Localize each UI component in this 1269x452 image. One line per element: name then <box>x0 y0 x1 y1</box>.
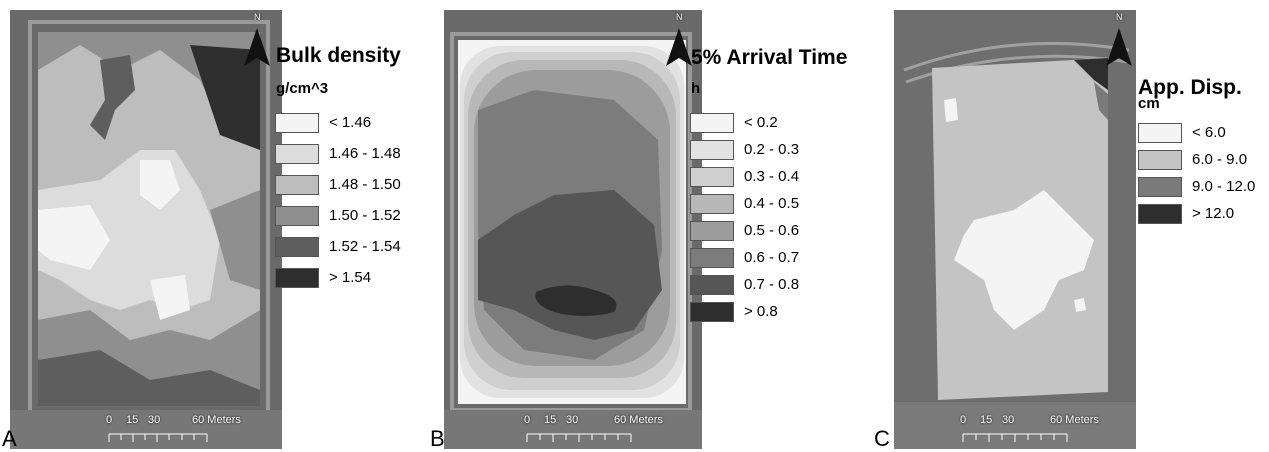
legend-swatch <box>275 144 319 164</box>
legend-swatch <box>275 237 319 257</box>
legend-label: > 0.8 <box>744 303 778 320</box>
legend-label: 1.46 - 1.48 <box>329 145 401 162</box>
panel-letter: A <box>2 426 17 451</box>
north-label: N <box>254 12 261 22</box>
legend-title: App. Disp. <box>1138 76 1242 99</box>
legend-label: < 1.46 <box>329 114 372 131</box>
scale-label-0: 0 <box>960 414 967 426</box>
dispersivity-zones <box>932 58 1108 400</box>
scale-label-15: 15 <box>980 414 993 426</box>
legend-label: 9.0 - 12.0 <box>1192 178 1256 195</box>
panel-a: N 0 15 30 60 Meters A Bulk density g/cm^… <box>0 0 423 451</box>
map-bulk-density: N 0 15 30 60 Meters <box>10 10 282 449</box>
scale-bar: 0 15 30 60 Meters <box>960 414 1110 446</box>
legend-swatch <box>690 221 734 241</box>
panel-b: N 0 15 30 60 Meters B 5% Arrival Time h … <box>430 0 866 451</box>
panel-letter: C <box>874 426 890 451</box>
scale-label-60-meters: 60 Meters <box>192 414 241 426</box>
legend-swatch <box>1138 177 1182 197</box>
scale-label-0: 0 <box>524 414 531 426</box>
legend-label: 0.4 - 0.5 <box>744 195 800 212</box>
legend-title: Bulk density <box>276 44 401 67</box>
arrival-time-zones <box>458 40 686 404</box>
legend-label: 6.0 - 9.0 <box>1192 151 1248 168</box>
legend-swatch <box>1138 204 1182 224</box>
legend-swatch <box>690 194 734 214</box>
legend-label: 0.6 - 0.7 <box>744 249 800 266</box>
legend-unit: g/cm^3 <box>276 80 329 97</box>
map-apparent-dispersivity: N 0 15 30 60 Meters <box>894 10 1136 449</box>
legend-unit: h <box>691 80 701 97</box>
scale-label-60-meters: 60 Meters <box>1050 414 1099 426</box>
legend-label: < 6.0 <box>1192 124 1226 141</box>
north-arrow-icon <box>664 16 694 72</box>
legend-swatch <box>275 268 319 288</box>
bulk-density-zones <box>38 32 260 406</box>
legend-label: < 0.2 <box>744 114 778 131</box>
legend-label: 0.2 - 0.3 <box>744 141 800 158</box>
legend-swatch <box>1138 150 1182 170</box>
map-arrival-time: N 0 15 30 60 Meters <box>444 10 702 449</box>
legend-label: 1.50 - 1.52 <box>329 207 401 224</box>
scale-label-60-meters: 60 Meters <box>614 414 663 426</box>
legend-label: 0.7 - 0.8 <box>744 276 800 293</box>
legend-swatch <box>275 175 319 195</box>
legend-label: 1.52 - 1.54 <box>329 238 401 255</box>
legend-swatch <box>690 167 734 187</box>
legend-swatch <box>690 302 734 322</box>
north-label: N <box>676 12 683 22</box>
legend-label: 1.48 - 1.50 <box>329 176 401 193</box>
scale-label-30: 30 <box>1002 414 1015 426</box>
north-label: N <box>1116 12 1123 22</box>
legend-label: 0.3 - 0.4 <box>744 168 800 185</box>
scale-bar: 0 15 30 60 Meters <box>106 414 256 446</box>
legend-title: 5% Arrival Time <box>691 46 848 69</box>
legend-label: 0.5 - 0.6 <box>744 222 800 239</box>
scale-label-30: 30 <box>148 414 161 426</box>
north-arrow-icon <box>242 16 272 72</box>
scale-label-15: 15 <box>544 414 557 426</box>
legend-swatch <box>690 140 734 160</box>
legend-swatch <box>690 113 734 133</box>
legend-label: > 1.54 <box>329 269 372 286</box>
panel-c: N 0 15 30 60 Meters C App. Disp. cm < 6.… <box>870 0 1269 451</box>
scale-label-30: 30 <box>566 414 579 426</box>
legend-swatch <box>690 248 734 268</box>
legend-swatch <box>690 275 734 295</box>
scale-label-0: 0 <box>106 414 113 426</box>
scale-label-15: 15 <box>126 414 139 426</box>
legend-swatch <box>275 206 319 226</box>
panel-letter: B <box>430 426 445 451</box>
legend-swatch <box>1138 123 1182 143</box>
legend-label: > 12.0 <box>1192 205 1235 222</box>
north-arrow-icon <box>1104 16 1134 72</box>
legend-unit: cm <box>1138 95 1160 112</box>
scale-bar: 0 15 30 60 Meters <box>524 414 674 446</box>
legend-swatch <box>275 113 319 133</box>
